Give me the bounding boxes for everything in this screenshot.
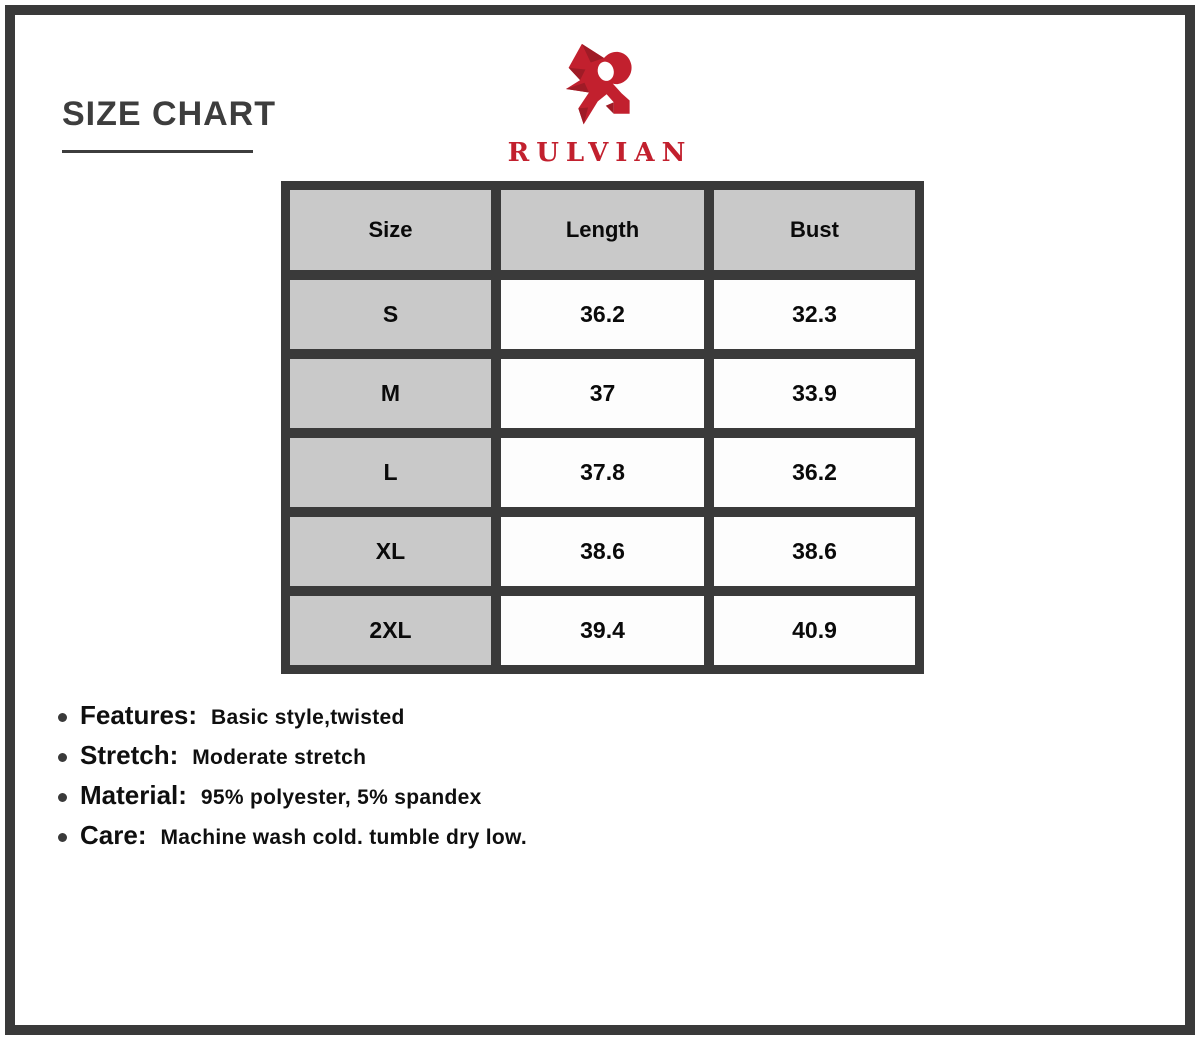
bullet-icon xyxy=(58,712,67,722)
row-l-bust: 36.2 xyxy=(714,438,915,507)
row-2xl-length: 39.4 xyxy=(501,596,704,665)
row-xl-length: 38.6 xyxy=(501,517,704,586)
row-2xl-bust: 40.9 xyxy=(714,596,915,665)
detail-stretch: Stretch: Moderate stretch xyxy=(58,740,527,780)
row-l-size: L xyxy=(290,438,491,507)
detail-label: Stretch: xyxy=(80,740,179,770)
column-header-size: Size xyxy=(290,190,491,270)
row-xl-size: XL xyxy=(290,517,491,586)
row-l-length: 37.8 xyxy=(501,438,704,507)
brand-logo: RULVIAN xyxy=(0,34,1200,168)
title-block: SIZE CHART xyxy=(62,95,276,154)
detail-label: Material: xyxy=(80,780,187,810)
detail-care: Care: Machine wash cold. tumble dry low. xyxy=(58,820,527,860)
size-chart-table: Size Length Bust S 36.2 32.3 M 37 33.9 L… xyxy=(281,181,924,674)
bullet-icon xyxy=(58,752,67,762)
detail-material: Material: 95% polyester, 5% spandex xyxy=(58,780,527,820)
detail-value: Moderate stretch xyxy=(192,746,367,769)
column-header-length: Length xyxy=(501,190,704,270)
row-m-bust: 33.9 xyxy=(714,359,915,428)
title-underline xyxy=(62,150,253,154)
detail-label: Features: xyxy=(80,700,198,730)
column-header-bust: Bust xyxy=(714,190,915,270)
detail-features: Features: Basic style,twisted xyxy=(58,700,527,740)
brand-wordmark: RULVIAN xyxy=(507,138,693,168)
product-details-list: Features: Basic style,twisted Stretch: M… xyxy=(58,700,527,860)
row-s-bust: 32.3 xyxy=(714,280,915,349)
row-2xl-size: 2XL xyxy=(290,596,491,665)
detail-value: Basic style,twisted xyxy=(211,706,405,729)
row-xl-bust: 38.6 xyxy=(714,517,915,586)
bullet-icon xyxy=(58,832,67,842)
row-s-length: 36.2 xyxy=(501,280,704,349)
row-m-length: 37 xyxy=(501,359,704,428)
detail-value: Machine wash cold. tumble dry low. xyxy=(160,826,527,849)
page-title: SIZE CHART xyxy=(62,95,276,133)
bullet-icon xyxy=(58,792,67,802)
row-s-size: S xyxy=(290,280,491,349)
row-m-size: M xyxy=(290,359,491,428)
detail-value: 95% polyester, 5% spandex xyxy=(200,786,482,809)
detail-label: Care: xyxy=(80,820,147,850)
brand-r-monogram-icon xyxy=(565,43,632,125)
